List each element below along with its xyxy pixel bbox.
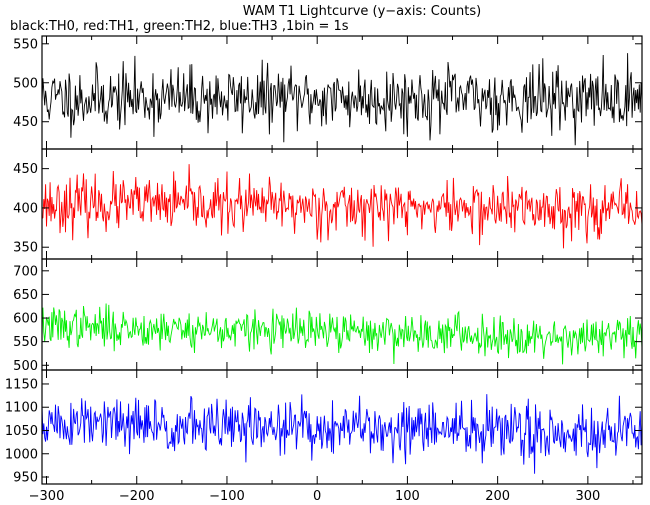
y-tick-label: 450 bbox=[13, 115, 38, 130]
y-tick-label: 700 bbox=[13, 264, 38, 279]
series-th0 bbox=[42, 53, 642, 146]
x-tick-label: −200 bbox=[119, 489, 155, 504]
series-th1 bbox=[42, 164, 642, 249]
x-tick-label: 100 bbox=[395, 489, 420, 504]
y-tick-label: 400 bbox=[13, 201, 38, 216]
series-th3 bbox=[42, 394, 642, 474]
panel-frame bbox=[41, 258, 643, 371]
y-tick-label: 350 bbox=[13, 241, 38, 256]
panel-th0: 450 500 550 bbox=[13, 35, 643, 150]
y-tick-label: 1100 bbox=[5, 401, 38, 416]
y-tick-label: 550 bbox=[13, 37, 38, 52]
x-tick-label: −100 bbox=[209, 489, 245, 504]
x-tick-label: 0 bbox=[313, 489, 321, 504]
y-tick-label: 500 bbox=[13, 359, 38, 374]
panel-th3: 950 1000 1050 1100 1150 bbox=[5, 369, 643, 486]
y-tick-label: 600 bbox=[13, 312, 38, 327]
chart-subtitle: black:TH0, red:TH1, green:TH2, blue:TH3 … bbox=[10, 19, 349, 34]
y-tick-label: 450 bbox=[13, 162, 38, 177]
y-tick-label: 550 bbox=[13, 335, 38, 350]
x-tick-label: 200 bbox=[485, 489, 510, 504]
y-tick-label: 650 bbox=[13, 288, 38, 303]
series-th2 bbox=[42, 303, 642, 365]
x-tick-label: −300 bbox=[29, 489, 65, 504]
y-tick-label: 1000 bbox=[5, 447, 38, 462]
y-tick-label: 950 bbox=[13, 471, 38, 486]
panel-frame bbox=[41, 369, 643, 485]
x-tick-label: 300 bbox=[575, 489, 600, 504]
chart-title: WAM T1 Lightcurve (y−axis: Counts) bbox=[243, 4, 481, 19]
panel-th2: 500 550 600 650 700 bbox=[13, 258, 643, 374]
panel-th1: 350 400 450 bbox=[13, 148, 643, 260]
y-tick-label: 1150 bbox=[5, 377, 38, 392]
y-tick-label: 1050 bbox=[5, 424, 38, 439]
y-tick-label: 500 bbox=[13, 76, 38, 91]
x-axis: −300 −200 −100 0 100 200 300 bbox=[29, 489, 601, 504]
panels-group: 450 500 550 350 400 450 500 550 600 650 700 950 1000… bbox=[5, 35, 643, 486]
panel-frame bbox=[41, 148, 643, 260]
